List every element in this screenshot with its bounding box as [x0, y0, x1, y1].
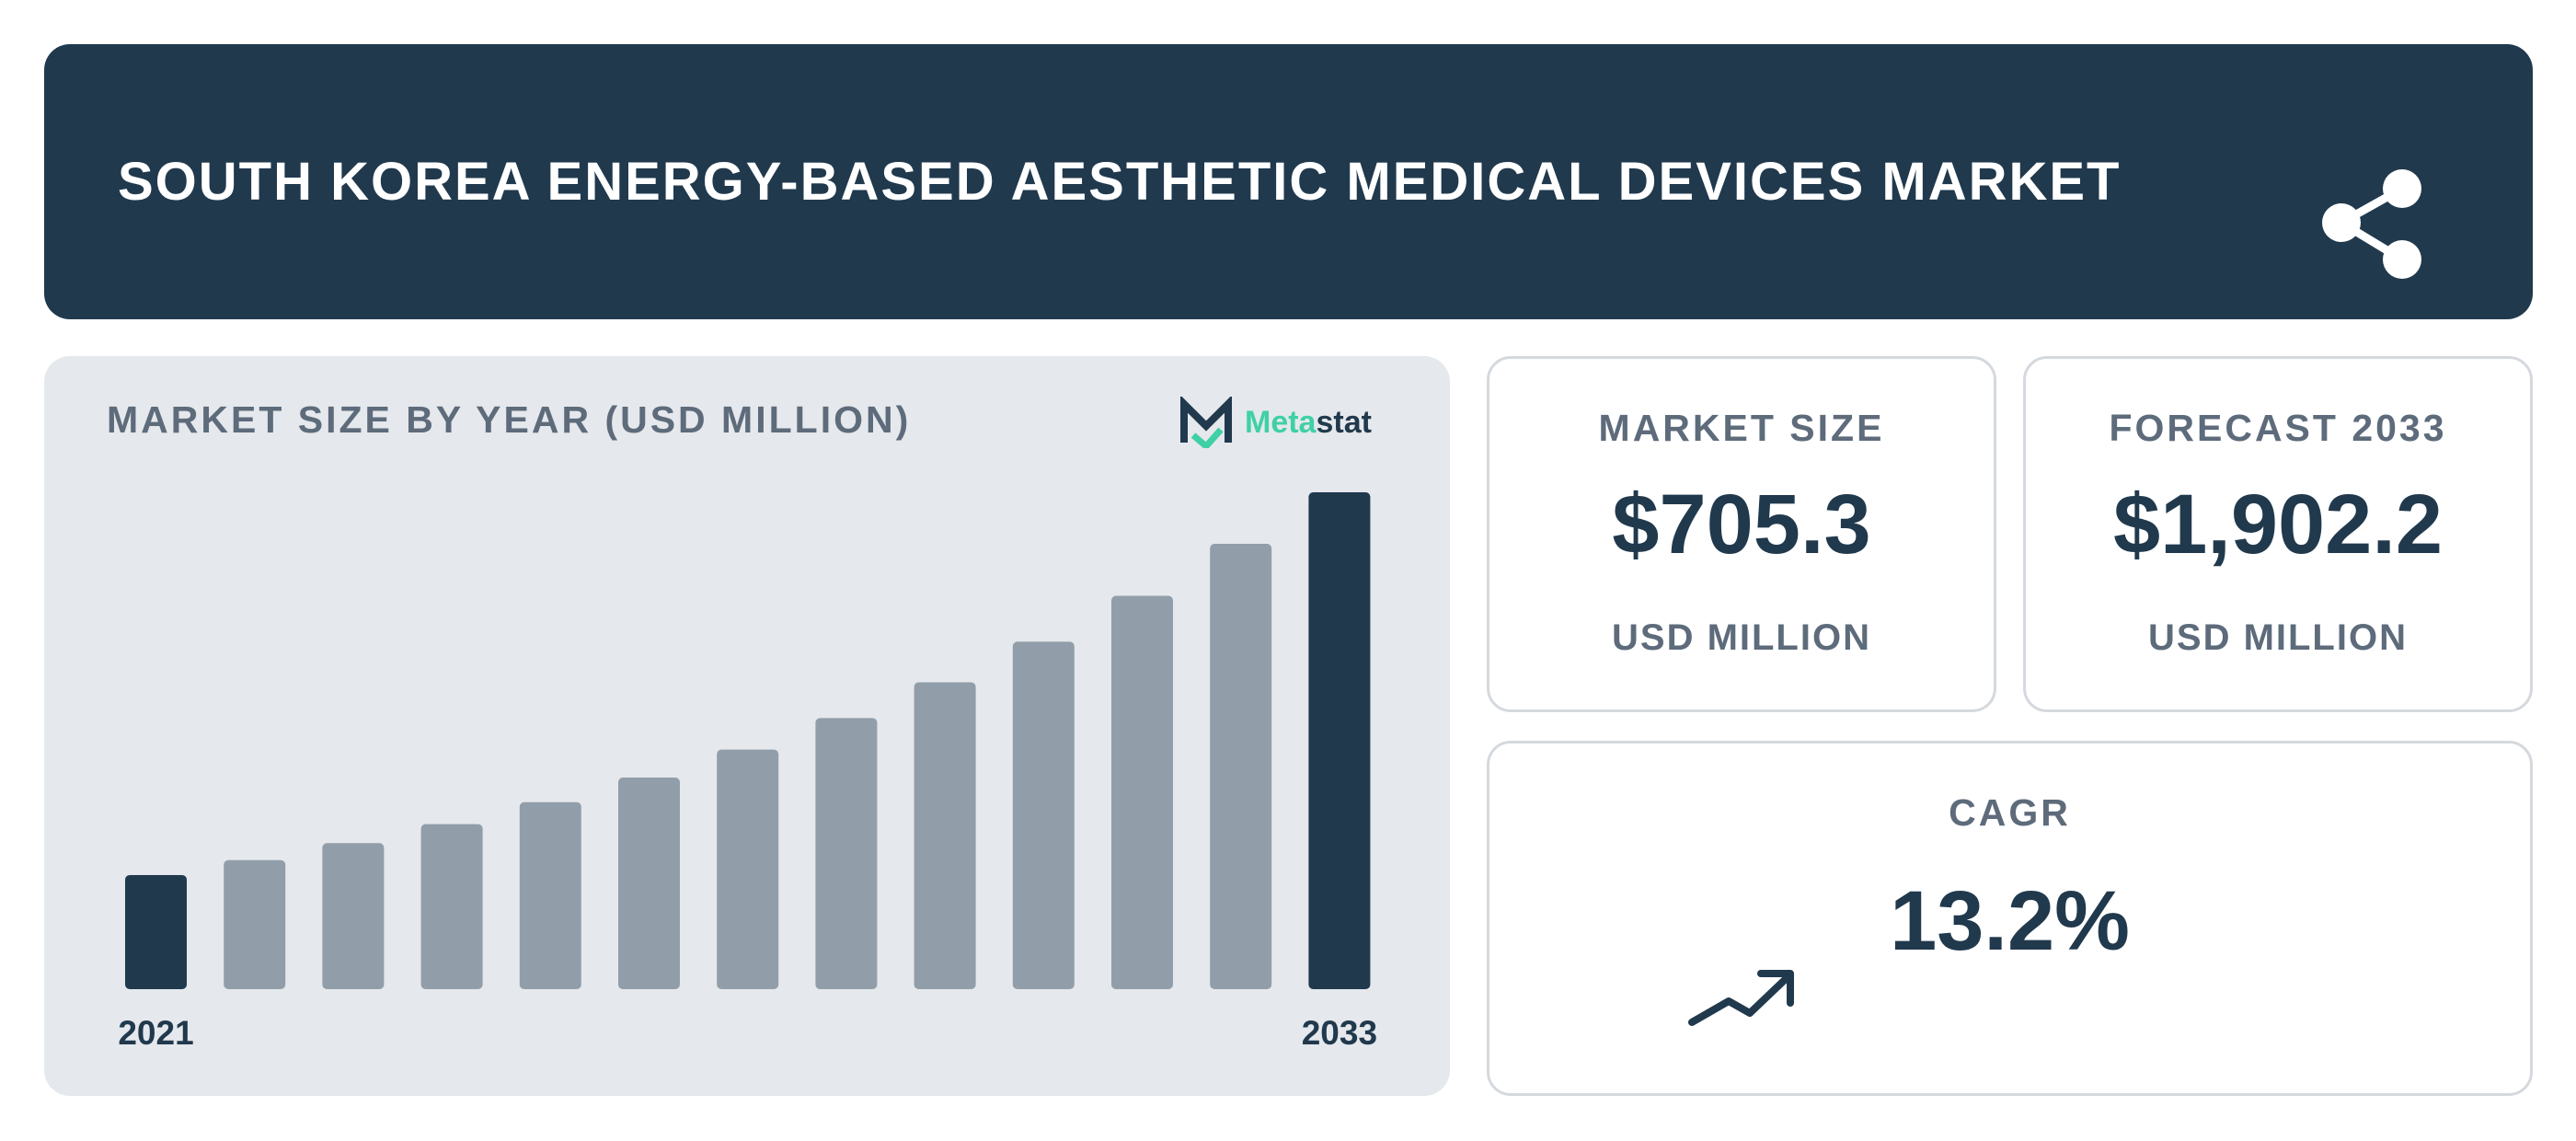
- trend-up-icon: [1688, 970, 1794, 1026]
- cagr-label: CAGR: [1949, 791, 2071, 834]
- bar-2028: [815, 718, 878, 989]
- bar-2023: [322, 843, 385, 989]
- logo-text: Metastat: [1245, 404, 1372, 440]
- bar-2026: [618, 778, 680, 989]
- bar-chart: 2021 2033: [118, 492, 1377, 1052]
- header-banner: SOUTH KOREA ENERGY-BASED AESTHETIC MEDIC…: [44, 44, 2533, 319]
- bar-2030: [1012, 641, 1075, 989]
- market-size-value: $705.3: [1612, 478, 1871, 571]
- market-size-label: MARKET SIZE: [1598, 407, 1885, 449]
- bar-2033: [1308, 492, 1371, 989]
- bar-2029: [914, 682, 976, 989]
- x-tick-label-2033: 2033: [1302, 1014, 1377, 1052]
- bar-2032: [1210, 543, 1272, 989]
- bar-2021: [125, 874, 187, 989]
- bar-2031: [1111, 595, 1173, 989]
- bar-2022: [224, 859, 286, 989]
- market-size-unit: USD MILLION: [1612, 617, 1871, 658]
- bar-2027: [717, 749, 779, 989]
- forecast-unit: USD MILLION: [2148, 617, 2408, 658]
- x-tick-label-2021: 2021: [118, 1014, 193, 1052]
- market-size-card: MARKET SIZE $705.3 USD MILLION: [1487, 356, 1996, 712]
- chart-panel: MARKET SIZE BY YEAR (USD MILLION) Metast…: [44, 356, 1450, 1096]
- cagr-card: CAGR 13.2%: [1487, 741, 2533, 1096]
- bar-2024: [420, 824, 483, 989]
- forecast-value: $1,902.2: [2112, 478, 2444, 571]
- cagr-value: 13.2%: [1890, 874, 2130, 968]
- forecast-card: FORECAST 2033 $1,902.2 USD MILLION: [2023, 356, 2533, 712]
- page-title: SOUTH KOREA ENERGY-BASED AESTHETIC MEDIC…: [118, 152, 2122, 212]
- metastat-logo: Metastat: [1179, 395, 1372, 450]
- chart-title: MARKET SIZE BY YEAR (USD MILLION): [107, 398, 912, 441]
- metastat-logo-mark: [1180, 397, 1232, 448]
- share-icon[interactable]: [2317, 164, 2445, 293]
- bar-2025: [519, 801, 581, 989]
- forecast-label: FORECAST 2033: [2109, 407, 2447, 449]
